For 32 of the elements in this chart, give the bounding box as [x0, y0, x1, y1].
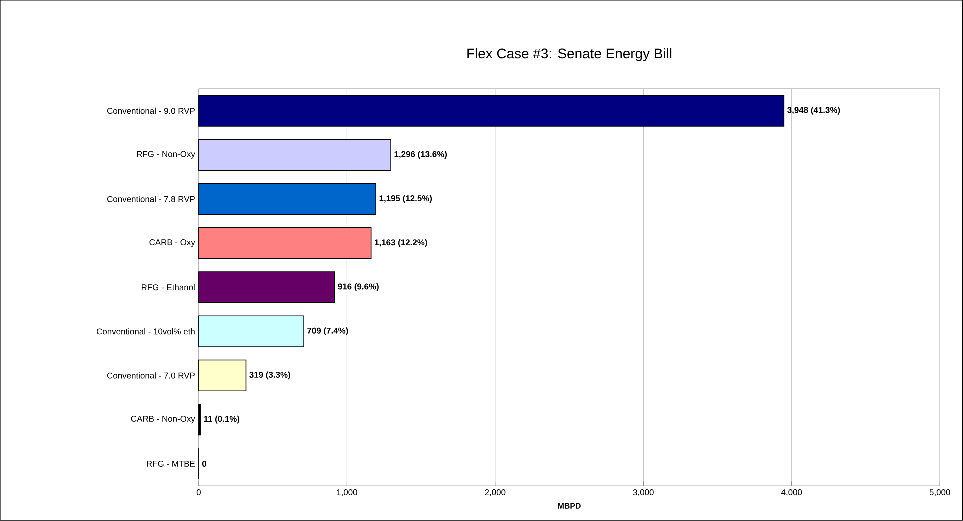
x-tick-label: 2,000 [485, 490, 506, 497]
x-tick-label: 4,000 [781, 490, 802, 497]
data-label: 916 (9.6%) [338, 284, 379, 292]
bar [198, 139, 392, 171]
x-tick-label: 0 [196, 490, 201, 496]
x-tick-label: 3,000 [633, 490, 654, 497]
y-tick-label: RFG - Non-Oxy [137, 151, 196, 159]
bar [198, 272, 336, 304]
y-tick-label: Conventional - 10vol% eth [96, 328, 195, 335]
x-tick-label: 5,000 [930, 490, 950, 497]
data-label: 709 (7.4%) [308, 328, 348, 336]
y-tick-label: CARB - Oxy [150, 240, 196, 248]
data-label: 0 [202, 461, 207, 467]
data-label: 1,195 (12.5%) [380, 195, 432, 204]
bar [198, 95, 785, 127]
y-tick-label: RFG - Ethanol [142, 284, 195, 291]
data-label: 3,948 (41.3%) [788, 107, 840, 115]
data-label: 1,296 (13.6%) [394, 151, 448, 160]
y-tick-label: Conventional - 7.8 RVP [108, 196, 195, 202]
bar [198, 228, 372, 260]
data-label: 319 (3.3%) [250, 372, 290, 380]
y-tick-label: CARB - Non-Oxy [131, 416, 196, 424]
y-tick-label: Conventional - 7.0 RVP [108, 372, 195, 379]
bar [198, 360, 247, 392]
bar [198, 316, 304, 348]
bar [198, 183, 376, 216]
chart-title: Flex Case #3: Senate Energy Bill [468, 48, 672, 62]
x-tick-label: 1,000 [337, 490, 358, 497]
data-label: 11 (0.1%) [204, 416, 240, 424]
data-label: 1,163 (12.2%) [375, 239, 428, 248]
y-tick-label: RFG - MTBE [147, 461, 196, 467]
y-tick-label: Conventional - 9.0 RVP [108, 108, 195, 114]
